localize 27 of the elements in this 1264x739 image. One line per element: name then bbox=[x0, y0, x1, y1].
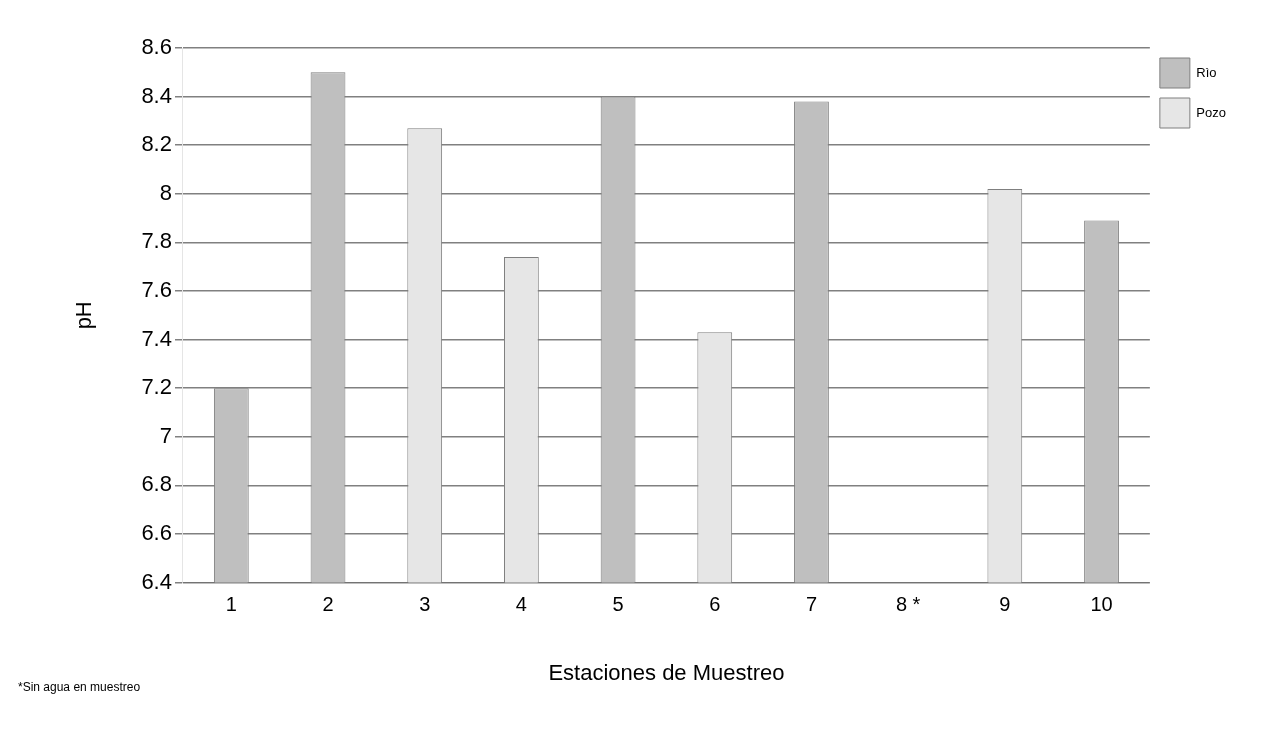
y-tick-label: 7.8 bbox=[141, 228, 172, 254]
y-tick-label: 8.6 bbox=[141, 34, 172, 60]
y-tick-label: 7.4 bbox=[141, 325, 172, 351]
y-tick-label: 8.2 bbox=[141, 131, 172, 157]
x-tick-label: 7 bbox=[805, 593, 818, 616]
y-tick-label: 7.6 bbox=[141, 277, 172, 303]
y-tick-label: 7 bbox=[159, 422, 172, 448]
x-tick-label: 1 bbox=[225, 593, 237, 616]
y-tick-label: 6.4 bbox=[141, 568, 172, 594]
x-axis-title: Estaciones de Muestreo bbox=[548, 659, 785, 685]
text: *Sin agua en muestreo bbox=[18, 680, 141, 694]
x-tick-label: 4 bbox=[515, 593, 527, 616]
x-tick-label: 9 bbox=[999, 593, 1011, 616]
x-tick-label: 2 bbox=[322, 593, 334, 616]
x-tick-label: 3 bbox=[419, 593, 431, 616]
legend-label: Pozo bbox=[1196, 104, 1227, 120]
y-tick-label: 8.4 bbox=[141, 82, 172, 108]
x-tick-label: 8 * bbox=[895, 593, 921, 616]
y-tick-label: 6.6 bbox=[141, 520, 172, 546]
x-tick-label: 5 bbox=[612, 593, 624, 616]
y-tick-label: 6.8 bbox=[141, 471, 172, 497]
y-axis-title: pH bbox=[71, 301, 97, 330]
y-tick-label: 8 bbox=[159, 179, 172, 205]
legend-label: Rìo bbox=[1196, 64, 1217, 80]
x-tick-label: 10 bbox=[1090, 593, 1113, 616]
x-tick-label: 6 bbox=[709, 593, 721, 616]
y-tick-label: 7.2 bbox=[141, 374, 172, 400]
